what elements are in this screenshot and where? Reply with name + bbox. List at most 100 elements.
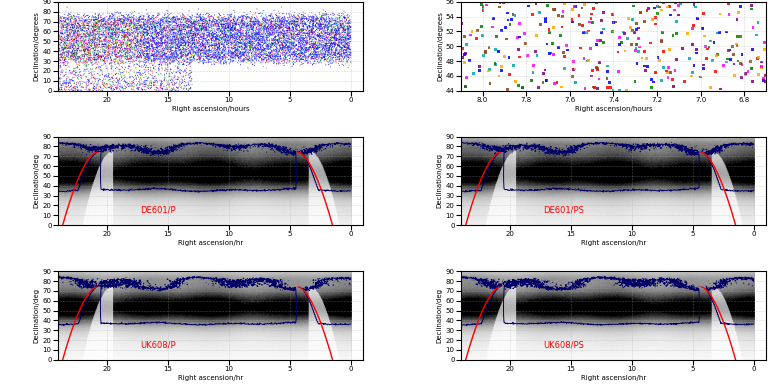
Point [255, 46, 267, 53]
Point [116, 73, 128, 79]
Point [105, 15, 117, 21]
Point [223, 40, 235, 47]
Point [177, 57, 189, 63]
Point [236, 49, 249, 56]
Point [89, 19, 102, 25]
Point [482, 68, 494, 74]
Point [72, 25, 85, 31]
Point [105, 71, 118, 77]
Point [86, 32, 99, 39]
Point [319, 28, 331, 34]
Point [229, 51, 241, 57]
Point [116, 19, 129, 25]
Point [209, 35, 222, 42]
Point [111, 83, 123, 89]
Point [161, 85, 173, 91]
Point [306, 30, 318, 36]
Point [272, 23, 284, 30]
Point [195, 11, 207, 17]
Point [307, 26, 320, 32]
Point [183, 18, 196, 24]
Point [59, 45, 71, 51]
Point [60, 21, 72, 28]
Point [82, 51, 95, 57]
Point [195, 20, 207, 26]
Point [321, 28, 333, 34]
Point [126, 53, 138, 59]
Point [300, 53, 312, 59]
Point [146, 19, 159, 26]
Point [263, 50, 275, 56]
Point [278, 31, 290, 37]
Point [304, 16, 316, 23]
Point [182, 46, 195, 52]
Point [98, 28, 110, 35]
Point [140, 82, 152, 88]
Point [124, 53, 136, 59]
Point [119, 20, 132, 26]
Point [69, 69, 82, 75]
Point [68, 34, 80, 40]
Point [308, 52, 320, 58]
Point [129, 34, 142, 40]
Point [167, 32, 179, 39]
Point [155, 22, 167, 28]
Point [64, 14, 76, 20]
Point [313, 55, 325, 61]
Point [99, 84, 112, 91]
Point [218, 30, 230, 37]
Point [151, 33, 163, 39]
Point [81, 26, 93, 32]
Point [78, 22, 90, 28]
Point [146, 33, 159, 39]
Point [310, 19, 323, 26]
Point [132, 85, 145, 91]
Point [135, 70, 147, 77]
Point [208, 61, 220, 67]
Point [235, 33, 247, 40]
Point [277, 44, 290, 51]
Point [305, 40, 317, 47]
Point [110, 19, 122, 26]
Point [239, 27, 252, 33]
Point [133, 84, 146, 91]
Point [62, 50, 74, 56]
Point [270, 25, 283, 31]
Point [193, 49, 206, 56]
Point [62, 25, 74, 31]
Point [108, 45, 120, 51]
Point [165, 41, 177, 47]
Point [241, 23, 253, 30]
Point [302, 30, 314, 37]
Point [69, 50, 81, 56]
Point [112, 26, 124, 32]
Point [79, 29, 91, 35]
Point [141, 38, 153, 44]
Point [236, 59, 248, 65]
Point [143, 21, 156, 27]
Point [247, 25, 259, 32]
Point [58, 20, 70, 26]
Point [66, 33, 79, 40]
Point [243, 40, 256, 46]
Point [114, 20, 126, 26]
Point [202, 14, 214, 20]
Point [200, 21, 213, 28]
Point [105, 87, 118, 93]
Point [219, 59, 232, 65]
Point [142, 85, 154, 91]
Point [129, 35, 142, 41]
Point [182, 55, 194, 61]
Point [233, 39, 245, 45]
Point [101, 19, 113, 26]
Point [101, 19, 113, 25]
Point [313, 21, 325, 27]
Point [154, 87, 166, 93]
Point [341, 45, 353, 51]
Point [116, 25, 129, 32]
Point [102, 74, 115, 80]
Point [180, 29, 192, 35]
Point [203, 15, 216, 21]
Point [230, 21, 243, 27]
Point [91, 60, 103, 67]
